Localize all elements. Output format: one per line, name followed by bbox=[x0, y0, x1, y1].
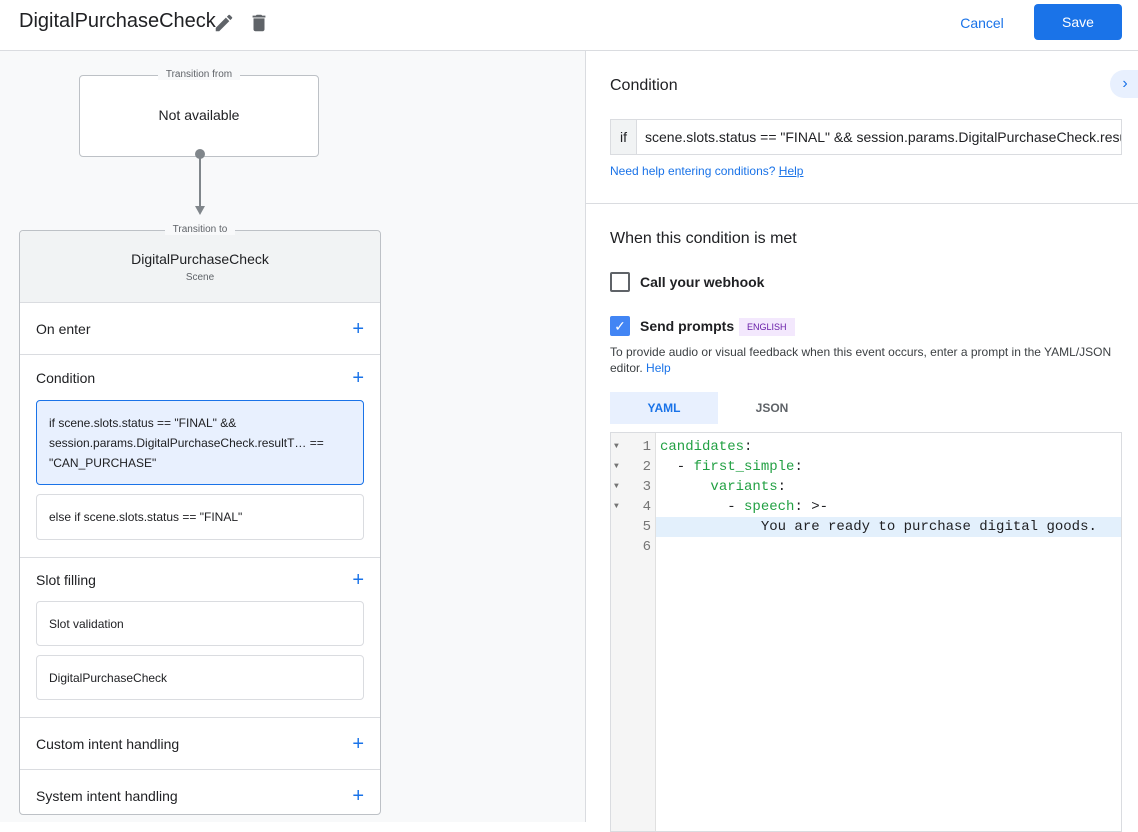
help-link[interactable]: Help bbox=[778, 164, 804, 178]
section-label: Custom intent handling bbox=[36, 735, 180, 752]
code-text bbox=[656, 537, 1121, 557]
code-text: - first_simple: bbox=[660, 459, 803, 475]
condition-title: Condition bbox=[610, 77, 678, 94]
section-slot-filling: Slot filling + Slot validation DigitalPur… bbox=[20, 558, 380, 718]
section-condition: Condition + if scene.slots.status == "FIN… bbox=[20, 355, 380, 558]
if-label: if bbox=[611, 120, 637, 154]
details-panel: Condition › if scene.slots.status == "FI… bbox=[586, 51, 1138, 832]
delete-icon[interactable] bbox=[248, 12, 270, 34]
add-icon[interactable]: + bbox=[352, 784, 364, 807]
connector-dot bbox=[195, 149, 205, 159]
add-icon[interactable]: + bbox=[352, 366, 364, 389]
transition-to-legend: Transition to bbox=[164, 224, 236, 235]
edit-icon[interactable] bbox=[213, 12, 235, 34]
section-label: System intent handling bbox=[36, 787, 178, 804]
fold-arrow-icon[interactable]: ▼ bbox=[614, 482, 619, 491]
fold-arrow-icon[interactable]: ▼ bbox=[614, 502, 619, 511]
prompts-help-link[interactable]: Help bbox=[646, 361, 671, 375]
fold-arrow-icon[interactable]: ▼ bbox=[614, 442, 619, 451]
add-icon[interactable]: + bbox=[352, 732, 364, 755]
section-label: Condition bbox=[36, 369, 96, 386]
line-number: 3 bbox=[642, 479, 651, 495]
line-number: 4 bbox=[642, 499, 651, 515]
prompts-description: To provide audio or visual feedback when… bbox=[610, 344, 1115, 376]
tab-yaml[interactable]: YAML bbox=[610, 392, 718, 424]
condition-text[interactable]: scene.slots.status == "FINAL" && session… bbox=[645, 129, 1121, 145]
scene-name: DigitalPurchaseCheck bbox=[131, 251, 269, 267]
condition-card-selected[interactable]: if scene.slots.status == "FINAL" && sess… bbox=[36, 400, 364, 485]
met-title: When this condition is met bbox=[610, 230, 797, 247]
description-text: To provide audio or visual feedback when… bbox=[610, 345, 1112, 375]
code-text: - speech: >- bbox=[660, 499, 829, 515]
connector-line bbox=[199, 155, 201, 207]
scene-title: DigitalPurchaseCheck bbox=[19, 10, 216, 32]
language-badge: ENGLISH bbox=[739, 318, 795, 336]
code-line[interactable]: ▼ 4 - speech: >- bbox=[611, 497, 1121, 517]
fold-arrow-icon[interactable]: ▼ bbox=[614, 462, 619, 471]
transition-from-box: Transition from Not available bbox=[79, 69, 319, 157]
scene-type: Scene bbox=[185, 272, 215, 283]
chevron-right-icon[interactable]: › bbox=[1110, 70, 1138, 98]
flow-canvas: Transition from Not available Transition… bbox=[0, 51, 586, 822]
code-line[interactable]: ▼ 3 variants: bbox=[611, 477, 1121, 497]
divider bbox=[586, 203, 1138, 204]
line-number: 6 bbox=[642, 539, 651, 555]
condition-card[interactable]: else if scene.slots.status == "FINAL" bbox=[36, 494, 364, 540]
add-icon[interactable]: + bbox=[352, 317, 364, 340]
webhook-checkbox[interactable] bbox=[610, 272, 630, 292]
slot-card[interactable]: DigitalPurchaseCheck bbox=[36, 655, 364, 700]
save-button[interactable]: Save bbox=[1034, 4, 1122, 40]
code-line[interactable]: ▼ 1 candidates: bbox=[611, 437, 1121, 457]
tab-json[interactable]: JSON bbox=[755, 401, 789, 415]
code-text: variants: bbox=[710, 479, 787, 495]
section-custom-intent: Custom intent handling + bbox=[20, 718, 380, 770]
cancel-button[interactable]: Cancel bbox=[946, 8, 1018, 38]
arrow-down-icon bbox=[195, 206, 205, 215]
header: DigitalPurchaseCheck Cancel Save bbox=[0, 0, 1138, 51]
code-line[interactable]: 6 bbox=[611, 537, 1121, 557]
section-system-intent: System intent handling + bbox=[20, 770, 380, 821]
line-number: 2 bbox=[642, 459, 651, 475]
editor-gutter bbox=[611, 433, 656, 831]
line-number: 1 bbox=[642, 439, 651, 455]
code-text: candidates: bbox=[660, 439, 753, 455]
transition-from-value: Not available bbox=[158, 107, 240, 123]
code-text: You are ready to purchase digital goods. bbox=[656, 517, 1121, 537]
scene-box: Transition to DigitalPurchaseCheck Scene… bbox=[19, 224, 381, 815]
slot-card[interactable]: Slot validation bbox=[36, 601, 364, 646]
section-label: On enter bbox=[36, 320, 91, 337]
section-label: Slot filling bbox=[36, 571, 96, 588]
prompts-checkbox[interactable]: ✓ bbox=[610, 316, 630, 336]
code-line[interactable]: 5 You are ready to purchase digital good… bbox=[611, 517, 1121, 537]
condition-help: Need help entering conditions? Help bbox=[610, 164, 803, 178]
line-number: 5 bbox=[642, 519, 651, 535]
section-on-enter: On enter + bbox=[20, 303, 380, 355]
prompts-label: Send prompts bbox=[640, 318, 735, 334]
webhook-label: Call your webhook bbox=[640, 274, 765, 290]
code-line[interactable]: ▼ 2 - first_simple: bbox=[611, 457, 1121, 477]
add-icon[interactable]: + bbox=[352, 568, 364, 591]
condition-input[interactable]: if scene.slots.status == "FINAL" && sess… bbox=[610, 119, 1122, 155]
help-text: Need help entering conditions? bbox=[610, 164, 776, 178]
yaml-editor[interactable]: ▼ 1 candidates: ▼ 2 - first_simple: ▼ 3 varian… bbox=[610, 432, 1122, 832]
transition-from-legend: Transition from bbox=[157, 69, 241, 80]
